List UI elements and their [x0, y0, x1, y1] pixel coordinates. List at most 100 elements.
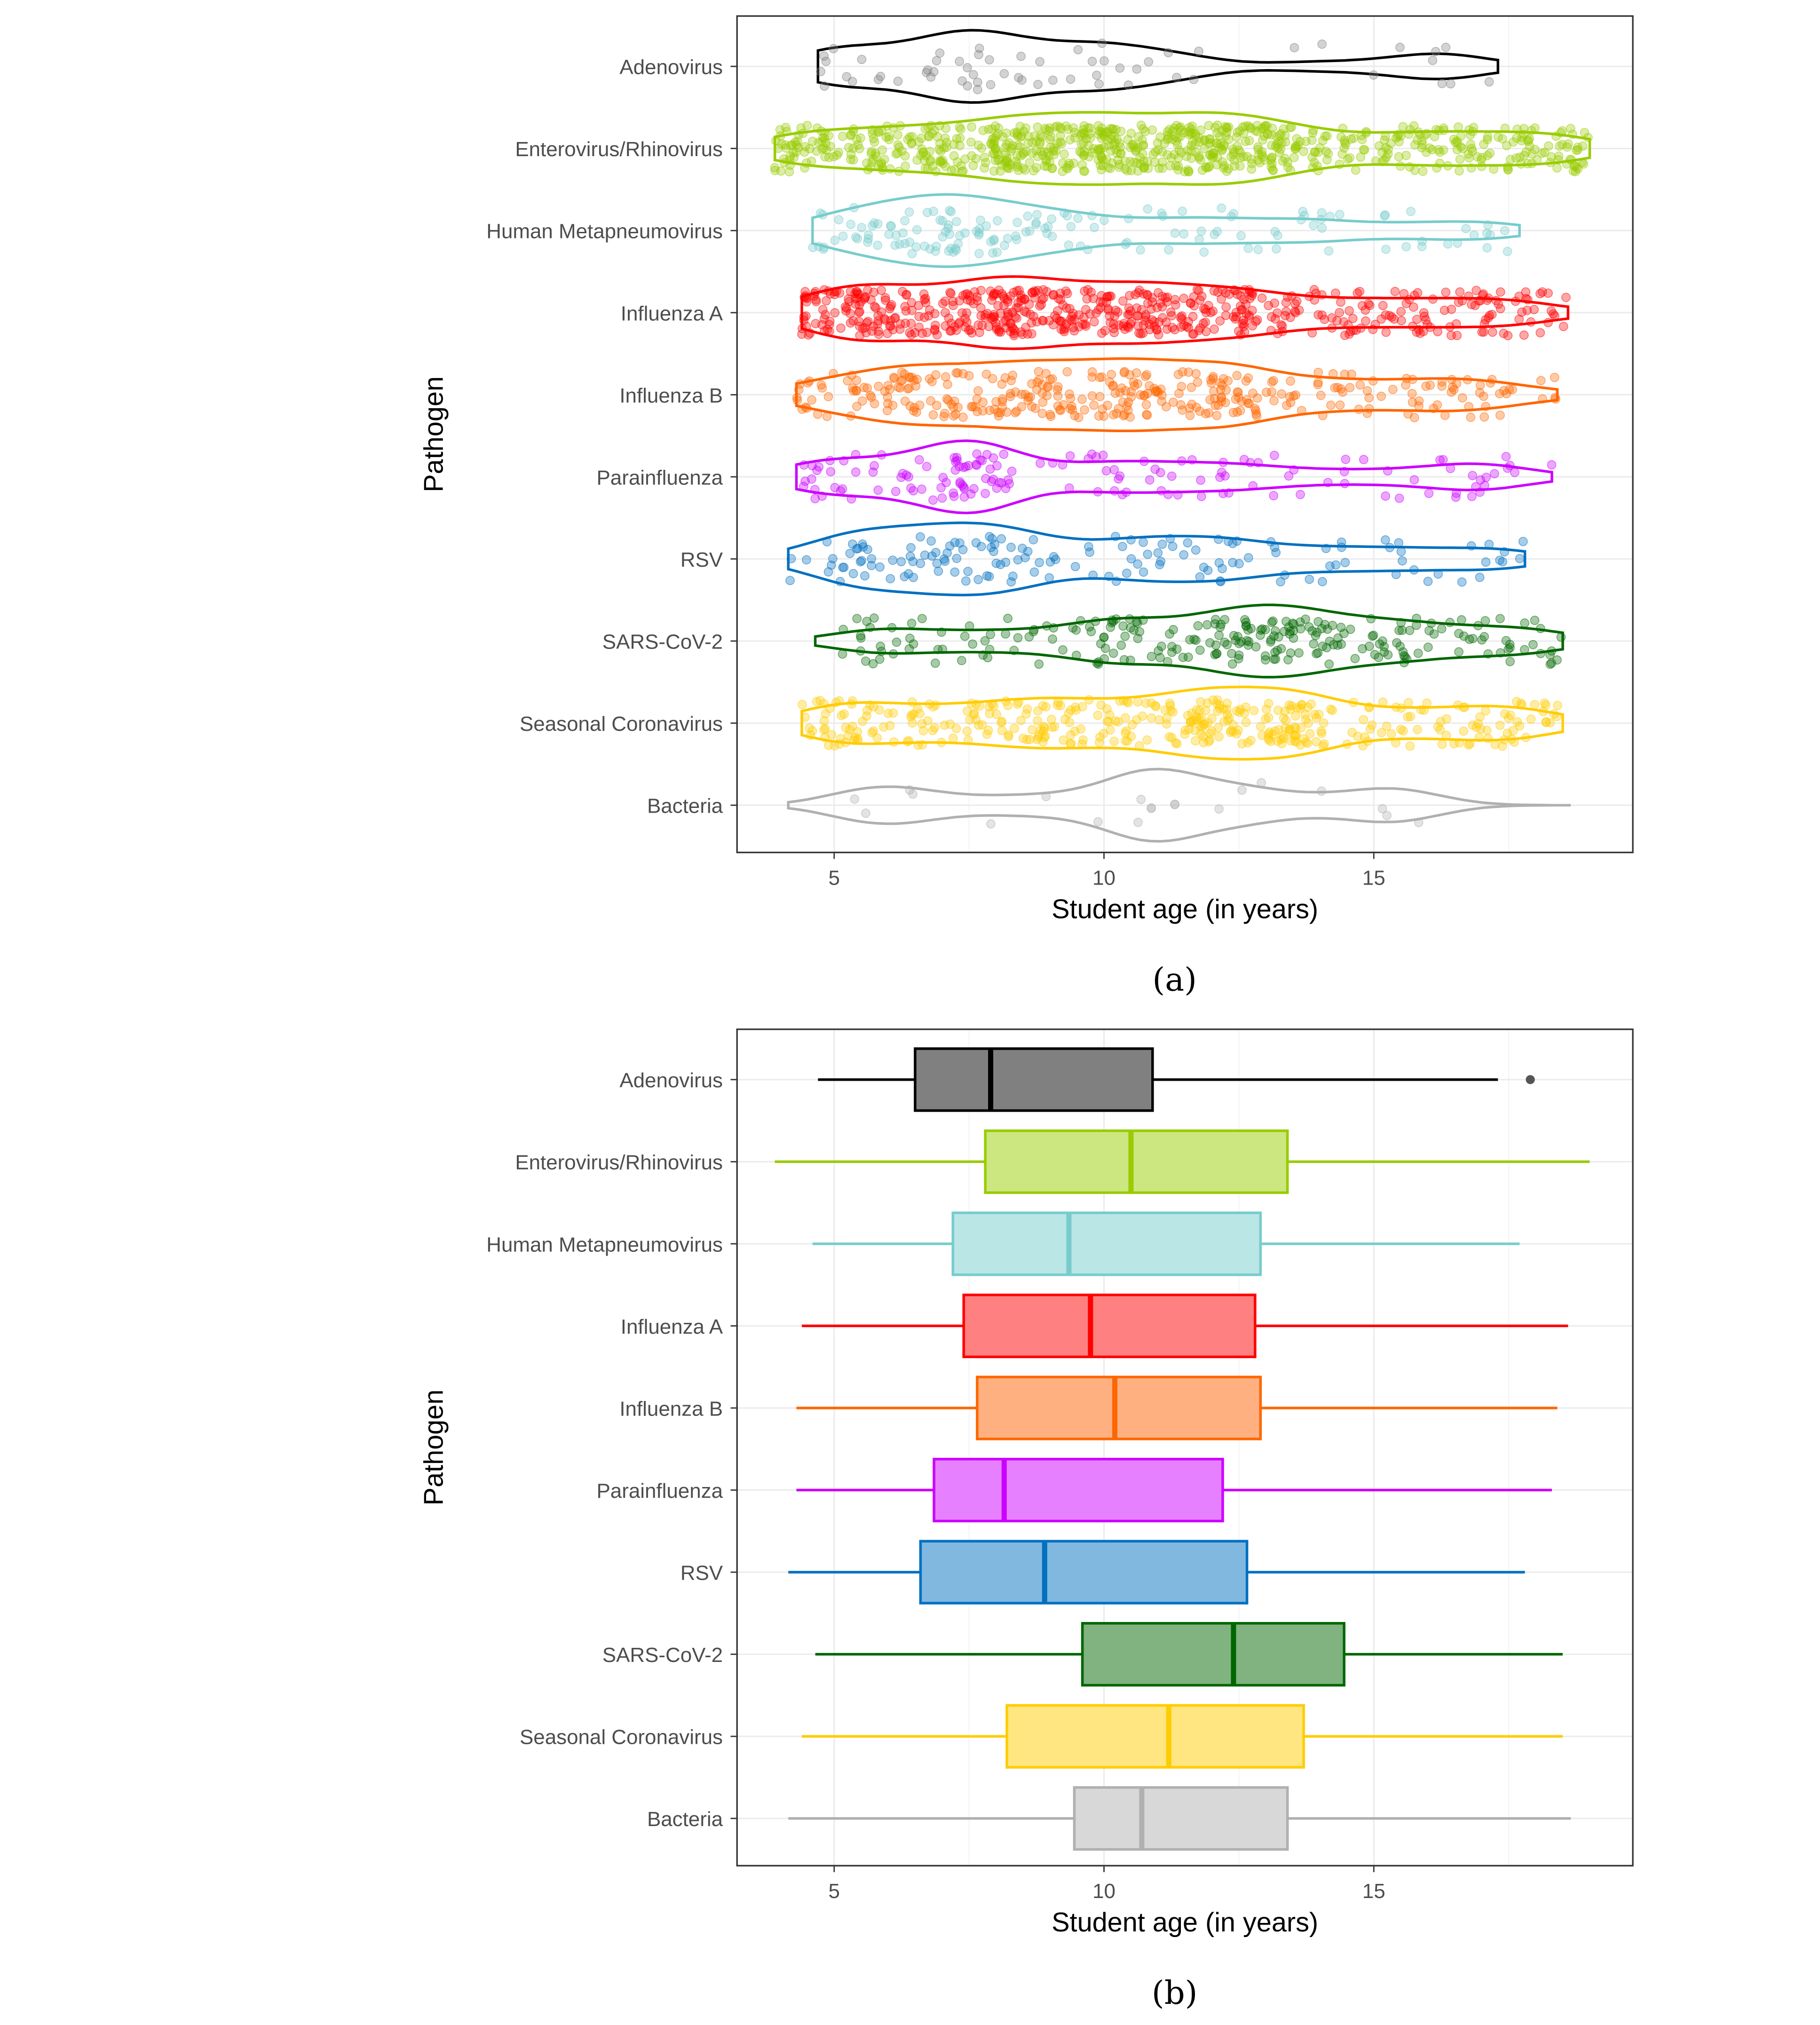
data-point	[1196, 155, 1205, 165]
data-point	[1009, 287, 1019, 297]
data-point	[1107, 370, 1116, 380]
data-point	[1210, 229, 1219, 239]
data-point	[1547, 646, 1557, 656]
data-point	[1353, 288, 1362, 298]
data-point	[1052, 700, 1062, 710]
data-point	[1331, 288, 1340, 298]
data-point	[1317, 40, 1327, 49]
data-point	[1124, 291, 1134, 301]
data-point	[997, 726, 1007, 736]
data-point	[1436, 717, 1446, 727]
data-point	[1098, 404, 1108, 414]
data-point	[1338, 124, 1348, 133]
data-point	[830, 308, 840, 317]
data-point	[1316, 390, 1326, 400]
data-point	[831, 697, 841, 707]
data-point	[914, 137, 924, 147]
data-point	[1475, 712, 1485, 722]
data-point	[1359, 455, 1369, 465]
data-point	[807, 395, 817, 405]
data-point	[1195, 572, 1205, 582]
data-point	[1109, 486, 1119, 496]
y-tick-label: Influenza A	[621, 302, 723, 325]
data-point	[1345, 153, 1354, 163]
data-point	[907, 249, 917, 259]
data-point	[1228, 408, 1238, 418]
data-point	[1120, 367, 1130, 377]
data-point	[1479, 327, 1488, 337]
data-point	[1144, 319, 1154, 329]
data-point	[1116, 641, 1126, 650]
violin	[814, 603, 1564, 679]
data-point	[985, 709, 995, 719]
data-point	[949, 139, 959, 149]
data-point	[817, 383, 827, 393]
data-point	[1093, 155, 1103, 165]
data-point	[1196, 712, 1206, 722]
data-point	[931, 166, 941, 176]
data-point	[1201, 327, 1211, 337]
data-point	[1194, 286, 1203, 295]
data-point	[938, 156, 948, 166]
data-point	[1235, 148, 1245, 158]
data-point	[829, 44, 839, 54]
data-point	[1162, 719, 1171, 729]
data-point	[1423, 642, 1433, 652]
data-point	[908, 557, 918, 566]
data-point	[883, 381, 893, 390]
data-point	[894, 166, 904, 176]
data-point	[944, 313, 954, 323]
data-point	[1063, 164, 1073, 174]
data-point	[1188, 312, 1198, 321]
data-point	[1527, 126, 1536, 135]
data-point	[1482, 134, 1492, 144]
data-point	[1215, 472, 1225, 482]
data-point	[1214, 732, 1224, 742]
data-point	[969, 484, 979, 494]
data-point	[1410, 140, 1420, 150]
data-point	[1457, 393, 1467, 403]
data-point	[1074, 412, 1084, 422]
data-point	[1153, 138, 1163, 148]
data-point	[1290, 308, 1300, 317]
data-point	[1511, 296, 1520, 306]
data-point	[936, 146, 946, 156]
data-point	[875, 562, 885, 572]
x-tick-label: 10	[1092, 866, 1116, 889]
data-point	[1201, 317, 1210, 327]
data-point	[1454, 166, 1464, 176]
data-point	[1475, 572, 1485, 582]
y-tick-label: Influenza B	[619, 1397, 723, 1420]
data-point	[1394, 493, 1404, 503]
data-point	[944, 246, 954, 256]
data-point	[1099, 215, 1109, 225]
data-point	[1069, 158, 1078, 168]
data-point	[1117, 542, 1127, 552]
boxplot-group	[788, 1540, 1525, 1605]
data-point	[1526, 317, 1536, 327]
data-point	[1550, 311, 1559, 321]
data-point	[1089, 317, 1099, 327]
data-point	[1440, 306, 1449, 315]
data-point	[1246, 624, 1256, 633]
data-point	[941, 372, 950, 382]
data-point	[1087, 449, 1097, 459]
data-point	[1299, 211, 1309, 221]
data-point	[1519, 330, 1529, 340]
data-point	[976, 285, 986, 295]
data-point	[1216, 577, 1226, 586]
data-point	[1449, 385, 1459, 395]
data-point	[1167, 471, 1177, 481]
data-point	[1397, 316, 1406, 325]
data-point	[838, 132, 847, 141]
data-point	[1477, 153, 1487, 162]
data-point	[1381, 327, 1391, 337]
data-point	[938, 644, 948, 654]
data-point	[1409, 565, 1419, 575]
data-point	[1558, 126, 1567, 135]
data-point	[785, 576, 795, 585]
data-point	[1529, 305, 1539, 315]
data-point	[1307, 152, 1317, 162]
data-point	[946, 289, 956, 299]
data-point	[1133, 143, 1143, 153]
